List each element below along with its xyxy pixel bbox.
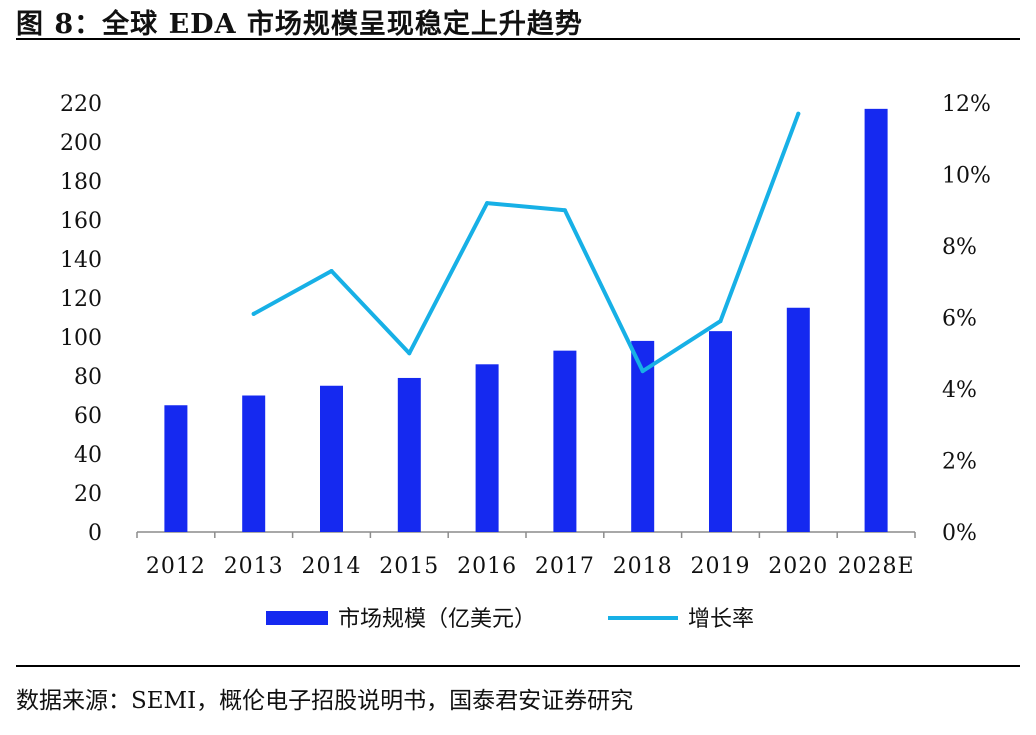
legend-bar-swatch <box>266 611 328 625</box>
bar-2018 <box>631 340 655 532</box>
left-tick-label: 160 <box>60 209 102 234</box>
category-label: 2019 <box>691 554 751 579</box>
bar-2014 <box>320 385 343 532</box>
line-point-2019 <box>718 319 723 324</box>
left-y-axis-ticks: 0 20 40 60 80 100 120 140 160 180 200 220 <box>60 92 102 546</box>
bar-2015 <box>397 377 421 532</box>
right-y-axis-ticks: 0% 2% 4% 6% 8% 10% 12% <box>942 92 991 546</box>
figure-title: 图 8：全球 EDA 市场规模呈现稳定上升趋势 <box>16 9 583 40</box>
right-tick-label: 2% <box>942 450 977 475</box>
line-point-2020 <box>796 111 801 116</box>
left-tick-label: 220 <box>60 92 102 117</box>
left-tick-label: 200 <box>60 131 102 156</box>
bar-2013 <box>242 395 266 532</box>
legend-line-label: 增长率 <box>688 607 754 632</box>
bar-2019 <box>709 331 732 532</box>
category-label: 2014 <box>302 554 362 579</box>
left-tick-label: 180 <box>60 170 102 195</box>
right-tick-label: 8% <box>942 235 977 260</box>
bar-2028E <box>864 108 888 532</box>
category-label: 2018 <box>613 554 673 579</box>
left-tick-label: 0 <box>88 521 102 546</box>
right-tick-label: 0% <box>942 521 977 546</box>
category-label: 2013 <box>224 554 284 579</box>
category-label: 2017 <box>535 554 595 579</box>
bar-series <box>164 108 888 532</box>
left-tick-label: 20 <box>74 482 102 507</box>
legend-bar-label: 市场规模（亿美元） <box>338 607 536 632</box>
line-point-2015 <box>407 351 412 356</box>
line-point-2013 <box>251 311 256 316</box>
chart-area: 0 20 40 60 80 100 120 140 160 180 200 220 0% 2% 4% 6% 8… <box>60 92 991 632</box>
category-label: 2020 <box>768 554 828 579</box>
bar-2016 <box>475 364 499 532</box>
right-tick-label: 10% <box>942 164 991 189</box>
category-label: 2016 <box>457 554 517 579</box>
line-point-2017 <box>562 208 567 213</box>
category-label: 2015 <box>379 554 439 579</box>
bar-2012 <box>164 405 188 532</box>
bar-2017 <box>553 350 577 532</box>
legend: 市场规模（亿美元） 增长率 <box>266 607 754 632</box>
line-point-2014 <box>329 269 334 274</box>
category-label: 2012 <box>146 554 206 579</box>
source-note: 数据来源：SEMI，概伦电子招股说明书，国泰君安证券研究 <box>16 688 634 714</box>
line-series <box>251 111 801 374</box>
left-tick-label: 140 <box>60 248 102 273</box>
left-tick-label: 80 <box>74 365 102 390</box>
left-tick-label: 120 <box>60 287 102 312</box>
right-tick-label: 6% <box>942 307 977 332</box>
category-labels: 2012 2013 2014 2015 2016 2017 2018 2019 2020 2028… <box>146 554 915 579</box>
left-tick-label: 60 <box>74 404 102 429</box>
left-tick-label: 100 <box>60 326 102 351</box>
line-point-2018 <box>640 369 645 374</box>
right-tick-label: 4% <box>942 378 977 403</box>
growth-rate-line <box>251 111 801 374</box>
right-tick-label: 12% <box>942 92 991 117</box>
left-tick-label: 40 <box>74 443 102 468</box>
x-axis <box>136 531 916 538</box>
footer-divider <box>16 665 1020 667</box>
category-label: 2028E <box>838 554 915 579</box>
bar-2020 <box>786 307 810 532</box>
line-point-2016 <box>485 201 490 206</box>
title-divider <box>16 38 1020 40</box>
